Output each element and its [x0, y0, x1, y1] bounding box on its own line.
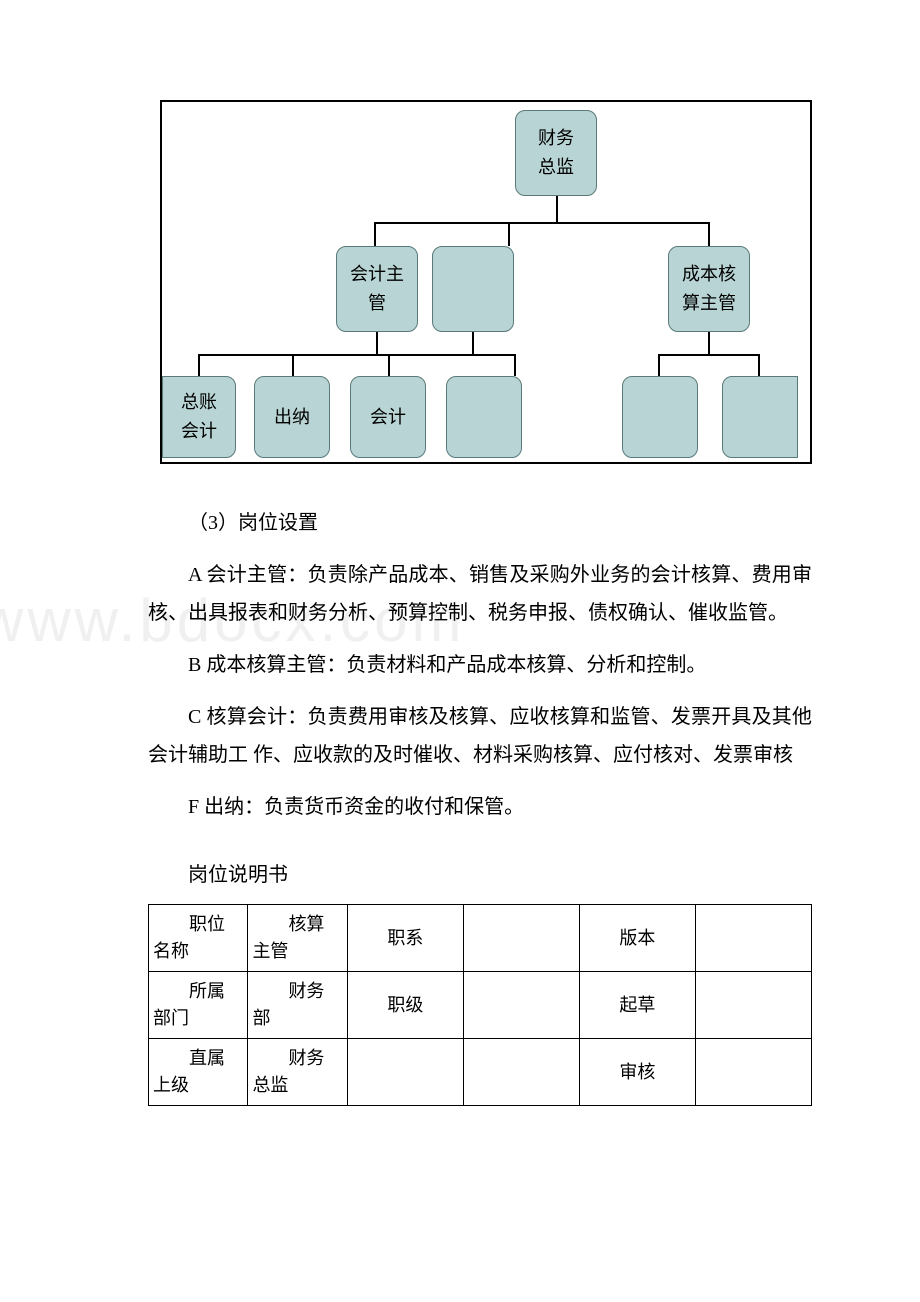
position-info-table: 职位 名称 核算 主管 职系 版本 所属 部门 财务 部 职级 起草 直属 上级… [148, 904, 812, 1106]
table-cell: 财务 部 [248, 972, 347, 1039]
table-cell: 所属 部门 [149, 972, 248, 1039]
table-cell: 版本 [579, 905, 695, 972]
org-node-empty-2 [622, 376, 698, 458]
table-cell: 职系 [347, 905, 463, 972]
section-heading: （3）岗位设置 [148, 504, 812, 542]
org-node-cost-mgr: 成本核 算主管 [668, 246, 750, 332]
table-cell: 审核 [579, 1039, 695, 1106]
org-node-accountant: 会计 [350, 376, 426, 458]
org-node-empty-3 [722, 376, 798, 458]
table-heading: 岗位说明书 [148, 856, 812, 894]
table-cell [463, 905, 579, 972]
table-cell: 职级 [347, 972, 463, 1039]
paragraph-c: C 核算会计：负责费用审核及核算、应收核算和监管、发票开具及其他会计辅助工 作、… [148, 698, 812, 774]
org-node-accounting-mgr: 会计主 管 [336, 246, 418, 332]
org-node-empty-1 [446, 376, 522, 458]
org-node-cfo: 财务 总监 [515, 110, 597, 196]
org-node-cashier: 出纳 [254, 376, 330, 458]
table-cell: 财务 总监 [248, 1039, 347, 1106]
table-cell: 职位 名称 [149, 905, 248, 972]
table-cell [463, 1039, 579, 1106]
table-cell [695, 905, 811, 972]
paragraph-b: B 成本核算主管：负责材料和产品成本核算、分析和控制。 [148, 646, 812, 684]
table-cell [347, 1039, 463, 1106]
table-cell: 起草 [579, 972, 695, 1039]
table-cell: 直属 上级 [149, 1039, 248, 1106]
table-row: 职位 名称 核算 主管 职系 版本 [149, 905, 812, 972]
document-body: www.bdocx.com （3）岗位设置 A 会计主管：负责除产品成本、销售及… [0, 464, 920, 1146]
paragraph-a: A 会计主管：负责除产品成本、销售及采购外业务的会计核算、费用审核、出具报表和财… [148, 556, 812, 632]
paragraph-f: F 出纳：负责货币资金的收付和保管。 [148, 788, 812, 826]
org-node-mid-empty [432, 246, 514, 332]
table-cell [695, 972, 811, 1039]
org-node-gl-accountant: 总账 会计 [162, 376, 236, 458]
table-cell [463, 972, 579, 1039]
table-cell: 核算 主管 [248, 905, 347, 972]
table-row: 所属 部门 财务 部 职级 起草 [149, 972, 812, 1039]
org-chart-diagram: 财务 总监 会计主 管 成本核 算主管 总账 会计 出纳 会计 [160, 100, 812, 464]
table-row: 直属 上级 财务 总监 审核 [149, 1039, 812, 1106]
table-cell [695, 1039, 811, 1106]
